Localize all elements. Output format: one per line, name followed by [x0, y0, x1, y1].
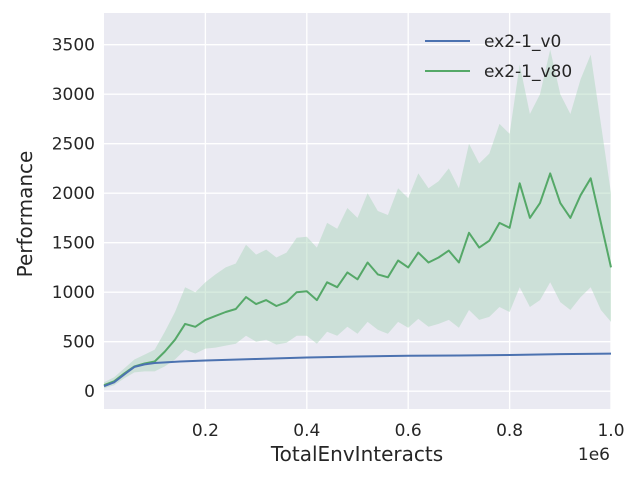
y-tick-label: 2500 — [52, 135, 95, 155]
plot-area — [104, 13, 611, 409]
y-grid — [104, 44, 611, 392]
x-tick-labels: 0.2 0.4 0.6 0.8 1.0 — [192, 421, 625, 441]
y-tick-label: 3500 — [52, 36, 95, 56]
confidence-band-1 — [104, 49, 611, 389]
y-tick-label: 1500 — [52, 234, 95, 254]
y-tick-label: 0 — [84, 382, 95, 402]
series-lines — [103, 172, 612, 388]
confidence-bands — [104, 49, 611, 389]
x-tick-label: 0.8 — [496, 421, 523, 441]
legend-label-ex2-1-v80: ex2-1_v80 — [484, 62, 572, 82]
x-tick-label: 0.6 — [395, 421, 422, 441]
x-axis-label: TotalEnvInteracts — [270, 442, 443, 466]
series-line-1 — [103, 172, 612, 387]
legend-label-ex2-1-v0: ex2-1_v0 — [484, 32, 561, 52]
y-tick-labels: 0 500 1000 1500 2000 2500 3000 3500 — [52, 36, 95, 402]
x-grid — [204, 13, 612, 409]
y-tick-label: 1000 — [52, 283, 95, 303]
y-tick-label: 500 — [63, 333, 95, 353]
series-line-0 — [103, 352, 612, 388]
x-tick-label: 0.2 — [192, 421, 219, 441]
y-tick-label: 3000 — [52, 85, 95, 105]
x-tick-label: 1.0 — [597, 421, 624, 441]
y-axis-label: Performance — [13, 151, 37, 278]
x-tick-label: 0.4 — [293, 421, 320, 441]
x-axis-offset-text: 1e6 — [578, 445, 610, 465]
legend: ex2-1_v0 ex2-1_v80 — [425, 32, 572, 82]
y-tick-label: 2000 — [52, 184, 95, 204]
